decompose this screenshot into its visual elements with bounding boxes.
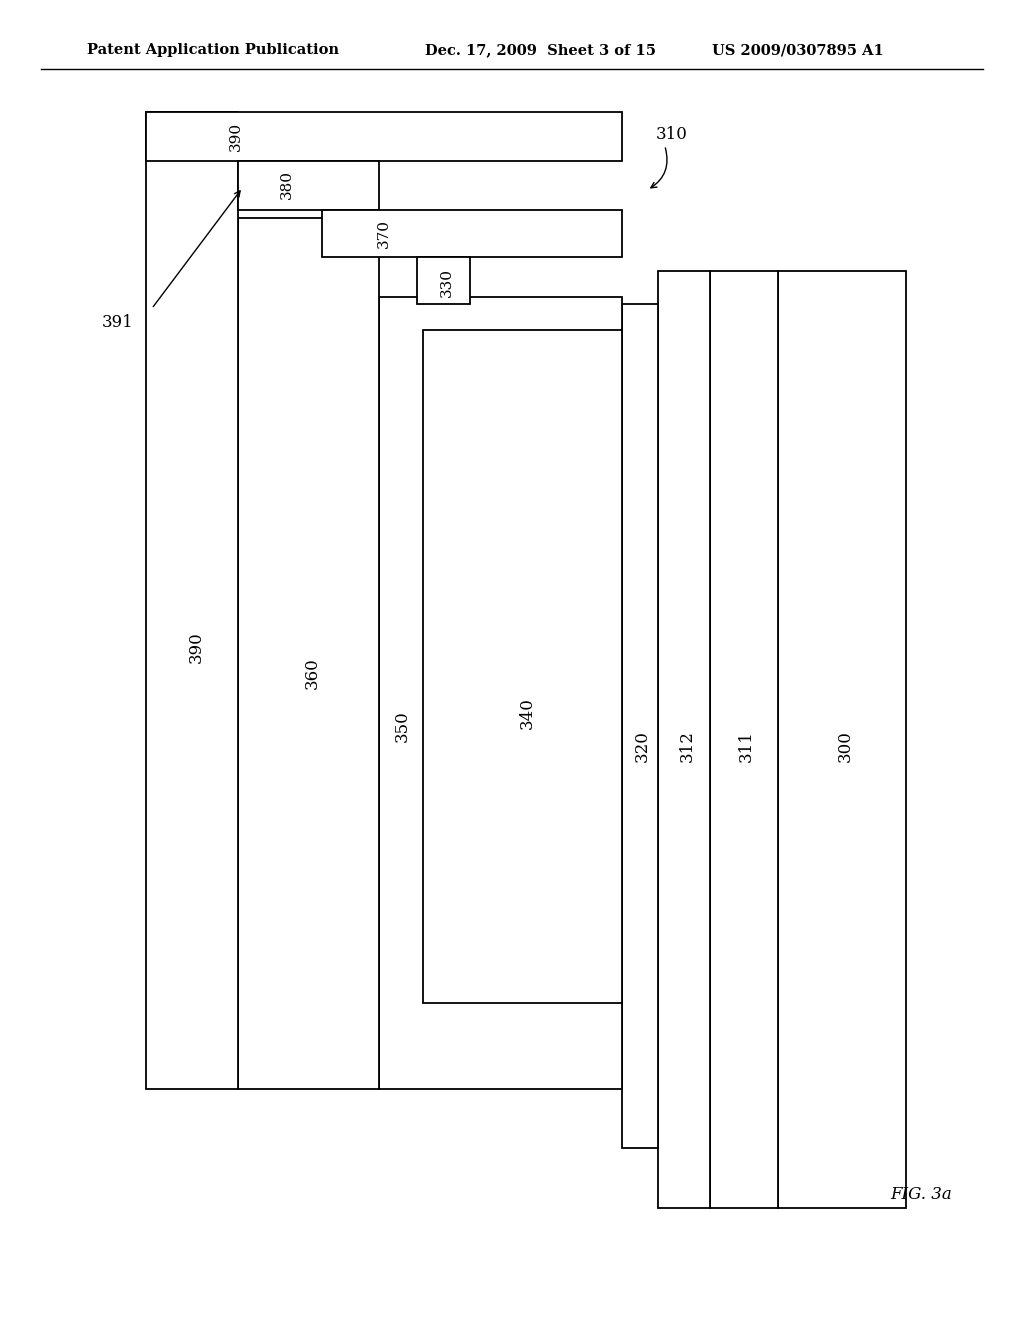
Text: 360: 360 <box>304 657 321 689</box>
Bar <box>622 304 658 1148</box>
Text: 312: 312 <box>679 730 695 762</box>
Text: 390: 390 <box>228 121 243 150</box>
Bar <box>379 297 622 1089</box>
Text: 340: 340 <box>519 697 536 729</box>
Text: 350: 350 <box>394 710 411 742</box>
Text: FIG. 3a: FIG. 3a <box>891 1187 952 1203</box>
Bar <box>146 112 622 161</box>
Text: Patent Application Publication: Patent Application Publication <box>87 44 339 57</box>
Bar <box>423 330 622 1003</box>
Text: 311: 311 <box>738 730 755 762</box>
Bar <box>417 257 470 304</box>
Text: 370: 370 <box>377 219 391 248</box>
Bar <box>778 271 906 1208</box>
Bar <box>322 210 622 257</box>
Bar <box>658 271 710 1208</box>
Bar <box>146 112 238 1089</box>
Text: 330: 330 <box>439 268 454 297</box>
Text: 391: 391 <box>101 314 134 330</box>
Text: 380: 380 <box>280 170 294 199</box>
Text: 390: 390 <box>188 631 205 663</box>
Text: 300: 300 <box>837 730 853 762</box>
Text: US 2009/0307895 A1: US 2009/0307895 A1 <box>712 44 884 57</box>
Text: 320: 320 <box>634 730 650 762</box>
Text: 310: 310 <box>655 127 688 143</box>
Text: Dec. 17, 2009  Sheet 3 of 15: Dec. 17, 2009 Sheet 3 of 15 <box>425 44 656 57</box>
Bar <box>238 161 379 210</box>
Bar <box>238 218 379 1089</box>
Bar <box>710 271 778 1208</box>
